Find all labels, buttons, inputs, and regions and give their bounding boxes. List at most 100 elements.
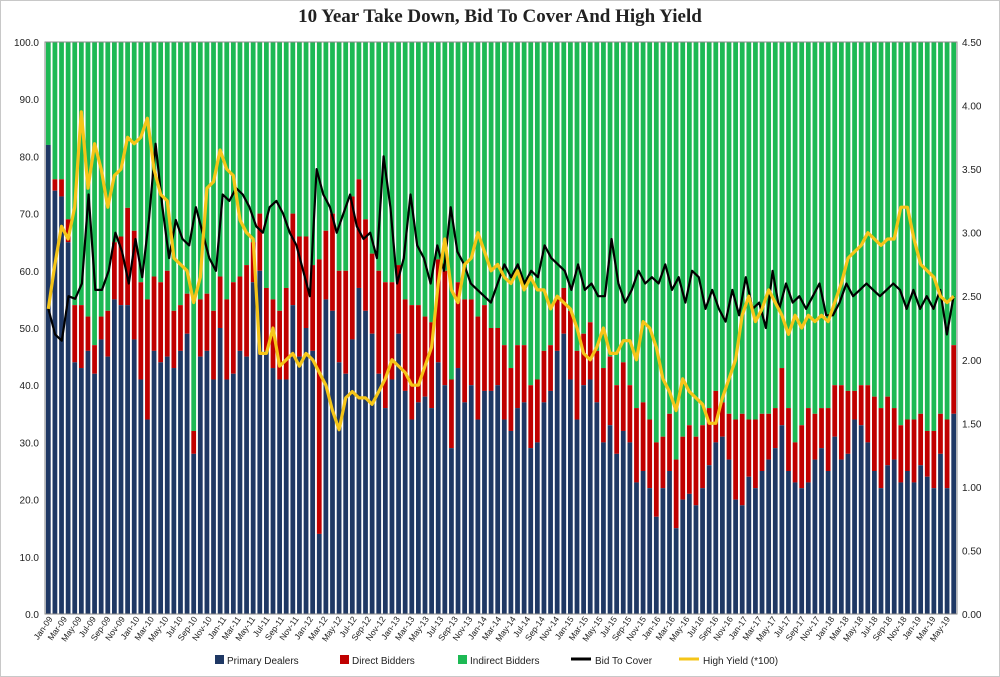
- bar-indirect-bidders: [501, 42, 507, 346]
- bar-indirect-bidders: [409, 42, 415, 306]
- bar-direct-bidders: [581, 333, 586, 386]
- bar-primary-dealers: [746, 476, 752, 614]
- bar-direct-bidders: [197, 299, 203, 357]
- bar-direct-bidders: [528, 385, 534, 449]
- bar-indirect-bidders: [667, 42, 672, 414]
- bar-direct-bidders: [283, 287, 289, 380]
- bar-primary-dealers: [660, 488, 666, 614]
- y-right-tick-label: 0.00: [962, 610, 982, 621]
- bar-indirect-bidders: [105, 42, 111, 311]
- legend-label: Direct Bidders: [352, 656, 415, 667]
- bar-direct-bidders: [753, 419, 758, 489]
- bar-indirect-bidders: [561, 42, 567, 288]
- bar-direct-bidders: [409, 305, 415, 420]
- bar-primary-dealers: [581, 385, 586, 614]
- bar-indirect-bidders: [832, 42, 838, 386]
- bar-indirect-bidders: [217, 42, 223, 277]
- bar-direct-bidders: [931, 430, 937, 489]
- bar-direct-bidders: [343, 270, 349, 374]
- bar-direct-bidders: [521, 345, 527, 403]
- bar-direct-bidders: [416, 305, 421, 403]
- bar-indirect-bidders: [330, 42, 335, 214]
- bar-primary-dealers: [211, 379, 216, 614]
- bar-indirect-bidders: [468, 42, 474, 300]
- bar-indirect-bidders: [521, 42, 527, 346]
- y-left-tick-label: 80.0: [20, 152, 40, 163]
- line-high-yield: [46, 110, 955, 432]
- bar-indirect-bidders: [799, 42, 805, 426]
- bar-indirect-bidders: [872, 42, 877, 397]
- y-left-tick-label: 0.0: [25, 610, 39, 621]
- bar-direct-bidders: [59, 179, 64, 197]
- bar-direct-bidders: [640, 402, 646, 471]
- bar-indirect-bidders: [138, 42, 144, 283]
- bar-indirect-bidders: [290, 42, 296, 214]
- bar-primary-dealers: [495, 385, 501, 614]
- bar-direct-bidders: [363, 219, 368, 311]
- bar-indirect-bidders: [792, 42, 798, 443]
- bar-direct-bidders: [376, 270, 382, 374]
- bar-direct-bidders: [918, 413, 924, 466]
- bar-direct-bidders: [125, 207, 130, 306]
- bar-indirect-bidders: [581, 42, 586, 334]
- bar-direct-bidders: [138, 282, 144, 380]
- bar-direct-bidders: [878, 408, 884, 489]
- bar-primary-dealers: [574, 419, 580, 614]
- bar-direct-bidders: [845, 390, 851, 454]
- bar-primary-dealers: [561, 333, 567, 614]
- bar-indirect-bidders: [118, 42, 124, 237]
- bar-primary-dealers: [78, 368, 84, 614]
- bar-direct-bidders: [105, 310, 111, 357]
- bar-primary-dealers: [905, 471, 910, 614]
- bar-direct-bidders: [786, 408, 791, 471]
- bar-direct-bidders: [891, 408, 897, 460]
- bar-indirect-bidders: [204, 42, 210, 294]
- bar-layer: [45, 42, 957, 614]
- bar-direct-bidders: [178, 305, 183, 351]
- bar-indirect-bidders: [607, 42, 613, 357]
- bar-primary-dealers: [872, 471, 877, 614]
- bar-indirect-bidders: [938, 42, 943, 414]
- bar-direct-bidders: [534, 379, 540, 443]
- bar-indirect-bidders: [528, 42, 534, 386]
- bar-primary-dealers: [568, 379, 573, 614]
- bar-primary-dealers: [832, 436, 838, 614]
- bar-indirect-bidders: [277, 42, 282, 311]
- bar-primary-dealers: [753, 488, 758, 614]
- bar-direct-bidders: [772, 408, 778, 449]
- bar-direct-bidders: [759, 413, 765, 471]
- y-right-tick-label: 4.00: [962, 102, 982, 113]
- bar-indirect-bidders: [356, 42, 362, 180]
- bar-primary-dealers: [468, 385, 474, 614]
- bar-direct-bidders: [244, 265, 249, 357]
- bar-primary-dealers: [264, 350, 269, 614]
- bar-indirect-bidders: [230, 42, 236, 283]
- bar-primary-dealers: [792, 482, 798, 614]
- bar-direct-bidders: [733, 419, 738, 500]
- bar-indirect-bidders: [568, 42, 573, 311]
- bar-indirect-bidders: [686, 42, 692, 426]
- bar-direct-bidders: [872, 396, 877, 471]
- bar-direct-bidders: [112, 242, 117, 300]
- y-left-tick-label: 60.0: [20, 267, 40, 278]
- y-right-tick-label: 2.00: [962, 356, 982, 367]
- bar-primary-dealers: [786, 471, 791, 614]
- bar-direct-bidders: [805, 408, 811, 483]
- bar-direct-bidders: [858, 385, 864, 426]
- bar-indirect-bidders: [779, 42, 785, 369]
- bar-indirect-bidders: [369, 42, 375, 254]
- bar-primary-dealers: [515, 408, 520, 614]
- bar-direct-bidders: [911, 419, 917, 483]
- bar-indirect-bidders: [660, 42, 666, 437]
- right-axis: 0.00 0.50 1.00 1.50 2.00 2.50 3.00 3.50 4.00 4.50: [962, 38, 982, 621]
- bar-primary-dealers: [521, 402, 527, 614]
- bar-primary-dealers: [891, 459, 897, 614]
- bar-direct-bidders: [396, 265, 401, 334]
- bar-direct-bidders: [680, 436, 686, 500]
- bar-primary-dealers: [607, 425, 613, 614]
- bar-indirect-bidders: [720, 42, 725, 403]
- bar-indirect-bidders: [323, 42, 329, 231]
- bar-direct-bidders: [951, 345, 957, 414]
- bar-indirect-bidders: [429, 42, 434, 323]
- bar-primary-dealers: [772, 448, 778, 614]
